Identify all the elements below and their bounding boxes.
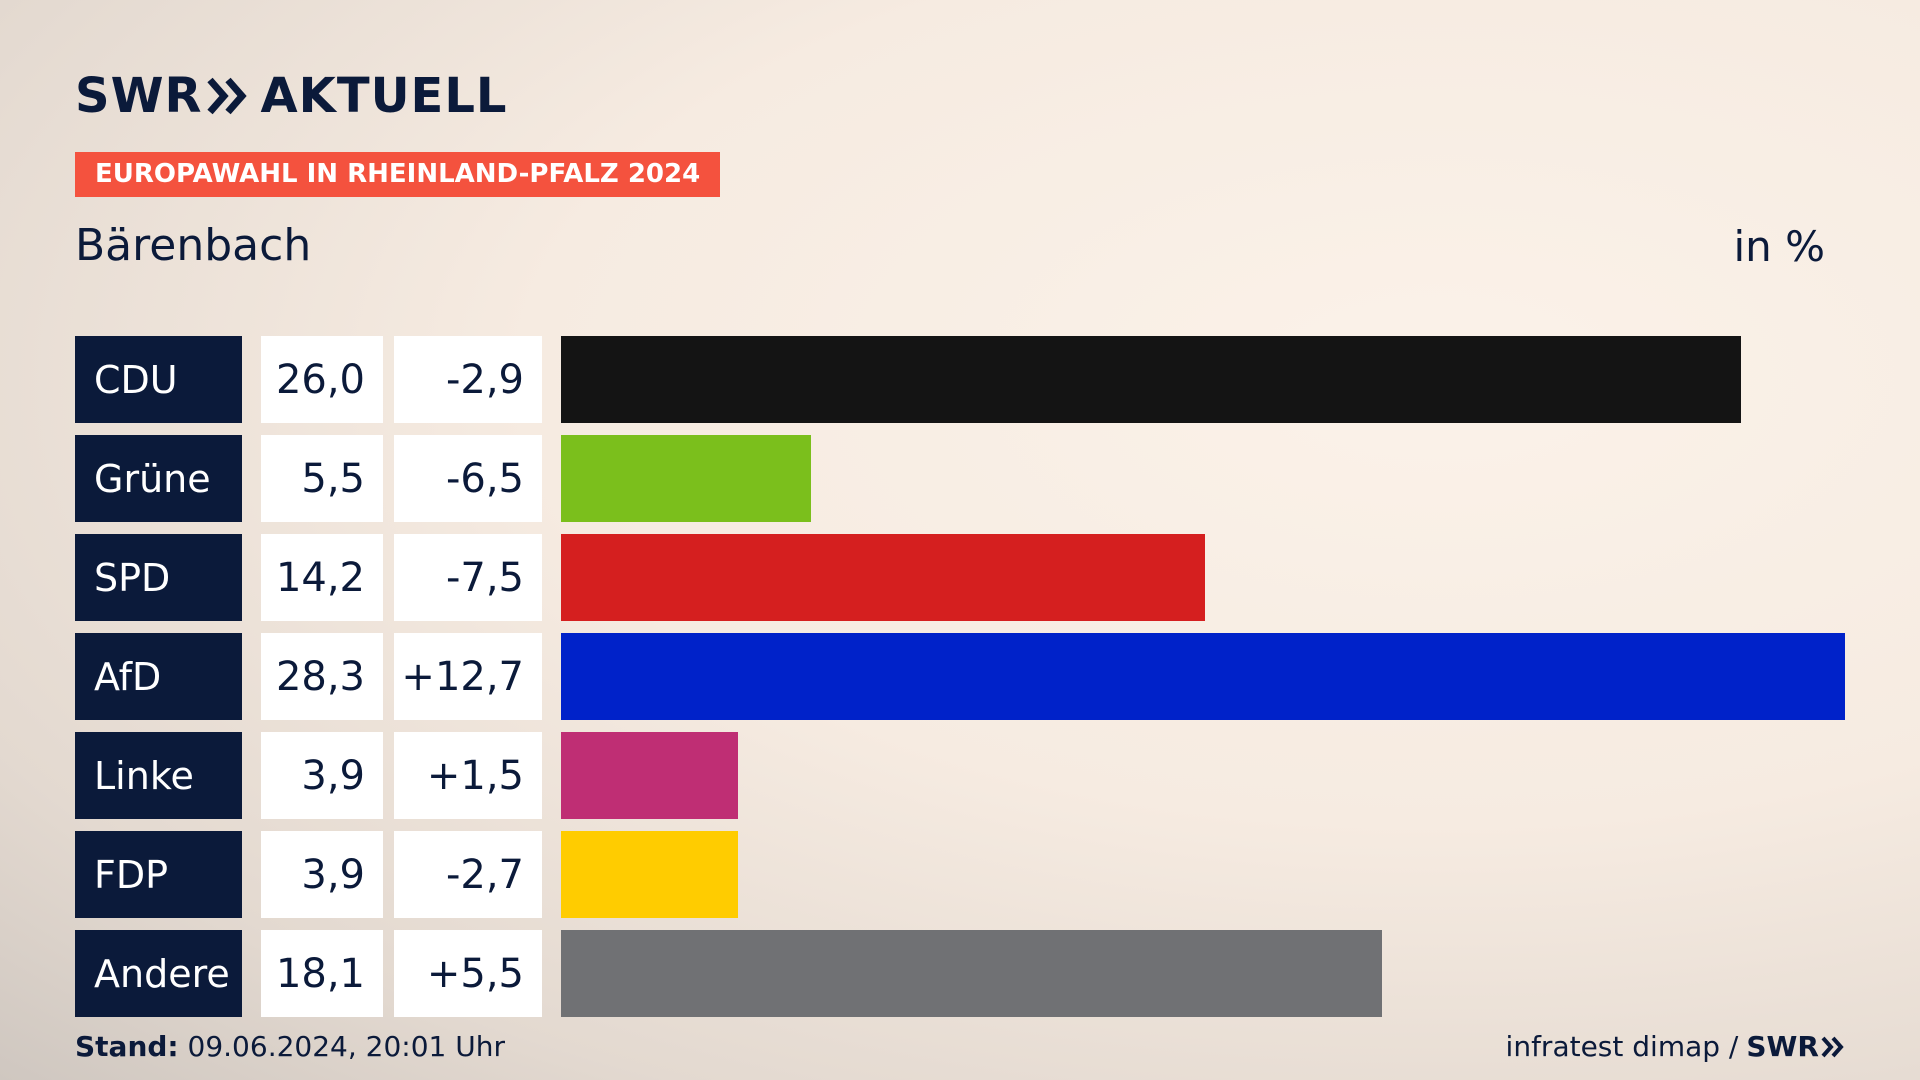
source-logo-text: SWR	[1746, 1030, 1819, 1063]
party-label: Andere	[75, 930, 242, 1017]
unit-label: in %	[1733, 222, 1825, 271]
party-label: AfD	[75, 633, 242, 720]
party-value: 14,2	[261, 534, 383, 621]
region-title: Bärenbach	[75, 220, 312, 271]
stand-label: Stand:	[75, 1030, 179, 1063]
election-badge: EUROPAWAHL IN RHEINLAND-PFALZ 2024	[75, 152, 721, 197]
party-value: 3,9	[261, 831, 383, 918]
party-diff: -2,9	[394, 336, 542, 423]
source-credit: infratest dimap / SWR	[1506, 1030, 1845, 1063]
party-value: 18,1	[261, 930, 383, 1017]
party-diff: +1,5	[394, 732, 542, 819]
bar	[561, 336, 1741, 423]
party-diff: -2,7	[394, 831, 542, 918]
swr-aktuell-logo: SWR AKTUELL	[75, 68, 508, 124]
source-text: infratest dimap /	[1505, 1030, 1739, 1063]
party-label: CDU	[75, 336, 242, 423]
bar	[561, 435, 811, 522]
bar	[561, 732, 738, 819]
stand-value: 09.06.2024, 20:01 Uhr	[187, 1030, 505, 1063]
logo-aktuell-text: AKTUELL	[260, 68, 508, 124]
bar	[561, 930, 1382, 1017]
bar	[561, 534, 1205, 621]
party-label: FDP	[75, 831, 242, 918]
double-chevron-small-icon	[1821, 1036, 1844, 1057]
bar	[561, 831, 738, 918]
party-value: 5,5	[261, 435, 383, 522]
party-diff: +5,5	[394, 930, 542, 1017]
party-value: 26,0	[261, 336, 383, 423]
party-label: SPD	[75, 534, 242, 621]
party-value: 3,9	[261, 732, 383, 819]
party-diff: -7,5	[394, 534, 542, 621]
timestamp: Stand: 09.06.2024, 20:01 Uhr	[75, 1030, 505, 1063]
party-value: 28,3	[261, 633, 383, 720]
party-label: Grüne	[75, 435, 242, 522]
party-label: Linke	[75, 732, 242, 819]
party-diff: +12,7	[394, 633, 542, 720]
party-diff: -6,5	[394, 435, 542, 522]
double-chevron-icon	[207, 77, 248, 115]
bar	[561, 633, 1845, 720]
source-logo: SWR	[1746, 1030, 1845, 1063]
logo-swr-text: SWR	[75, 68, 203, 124]
